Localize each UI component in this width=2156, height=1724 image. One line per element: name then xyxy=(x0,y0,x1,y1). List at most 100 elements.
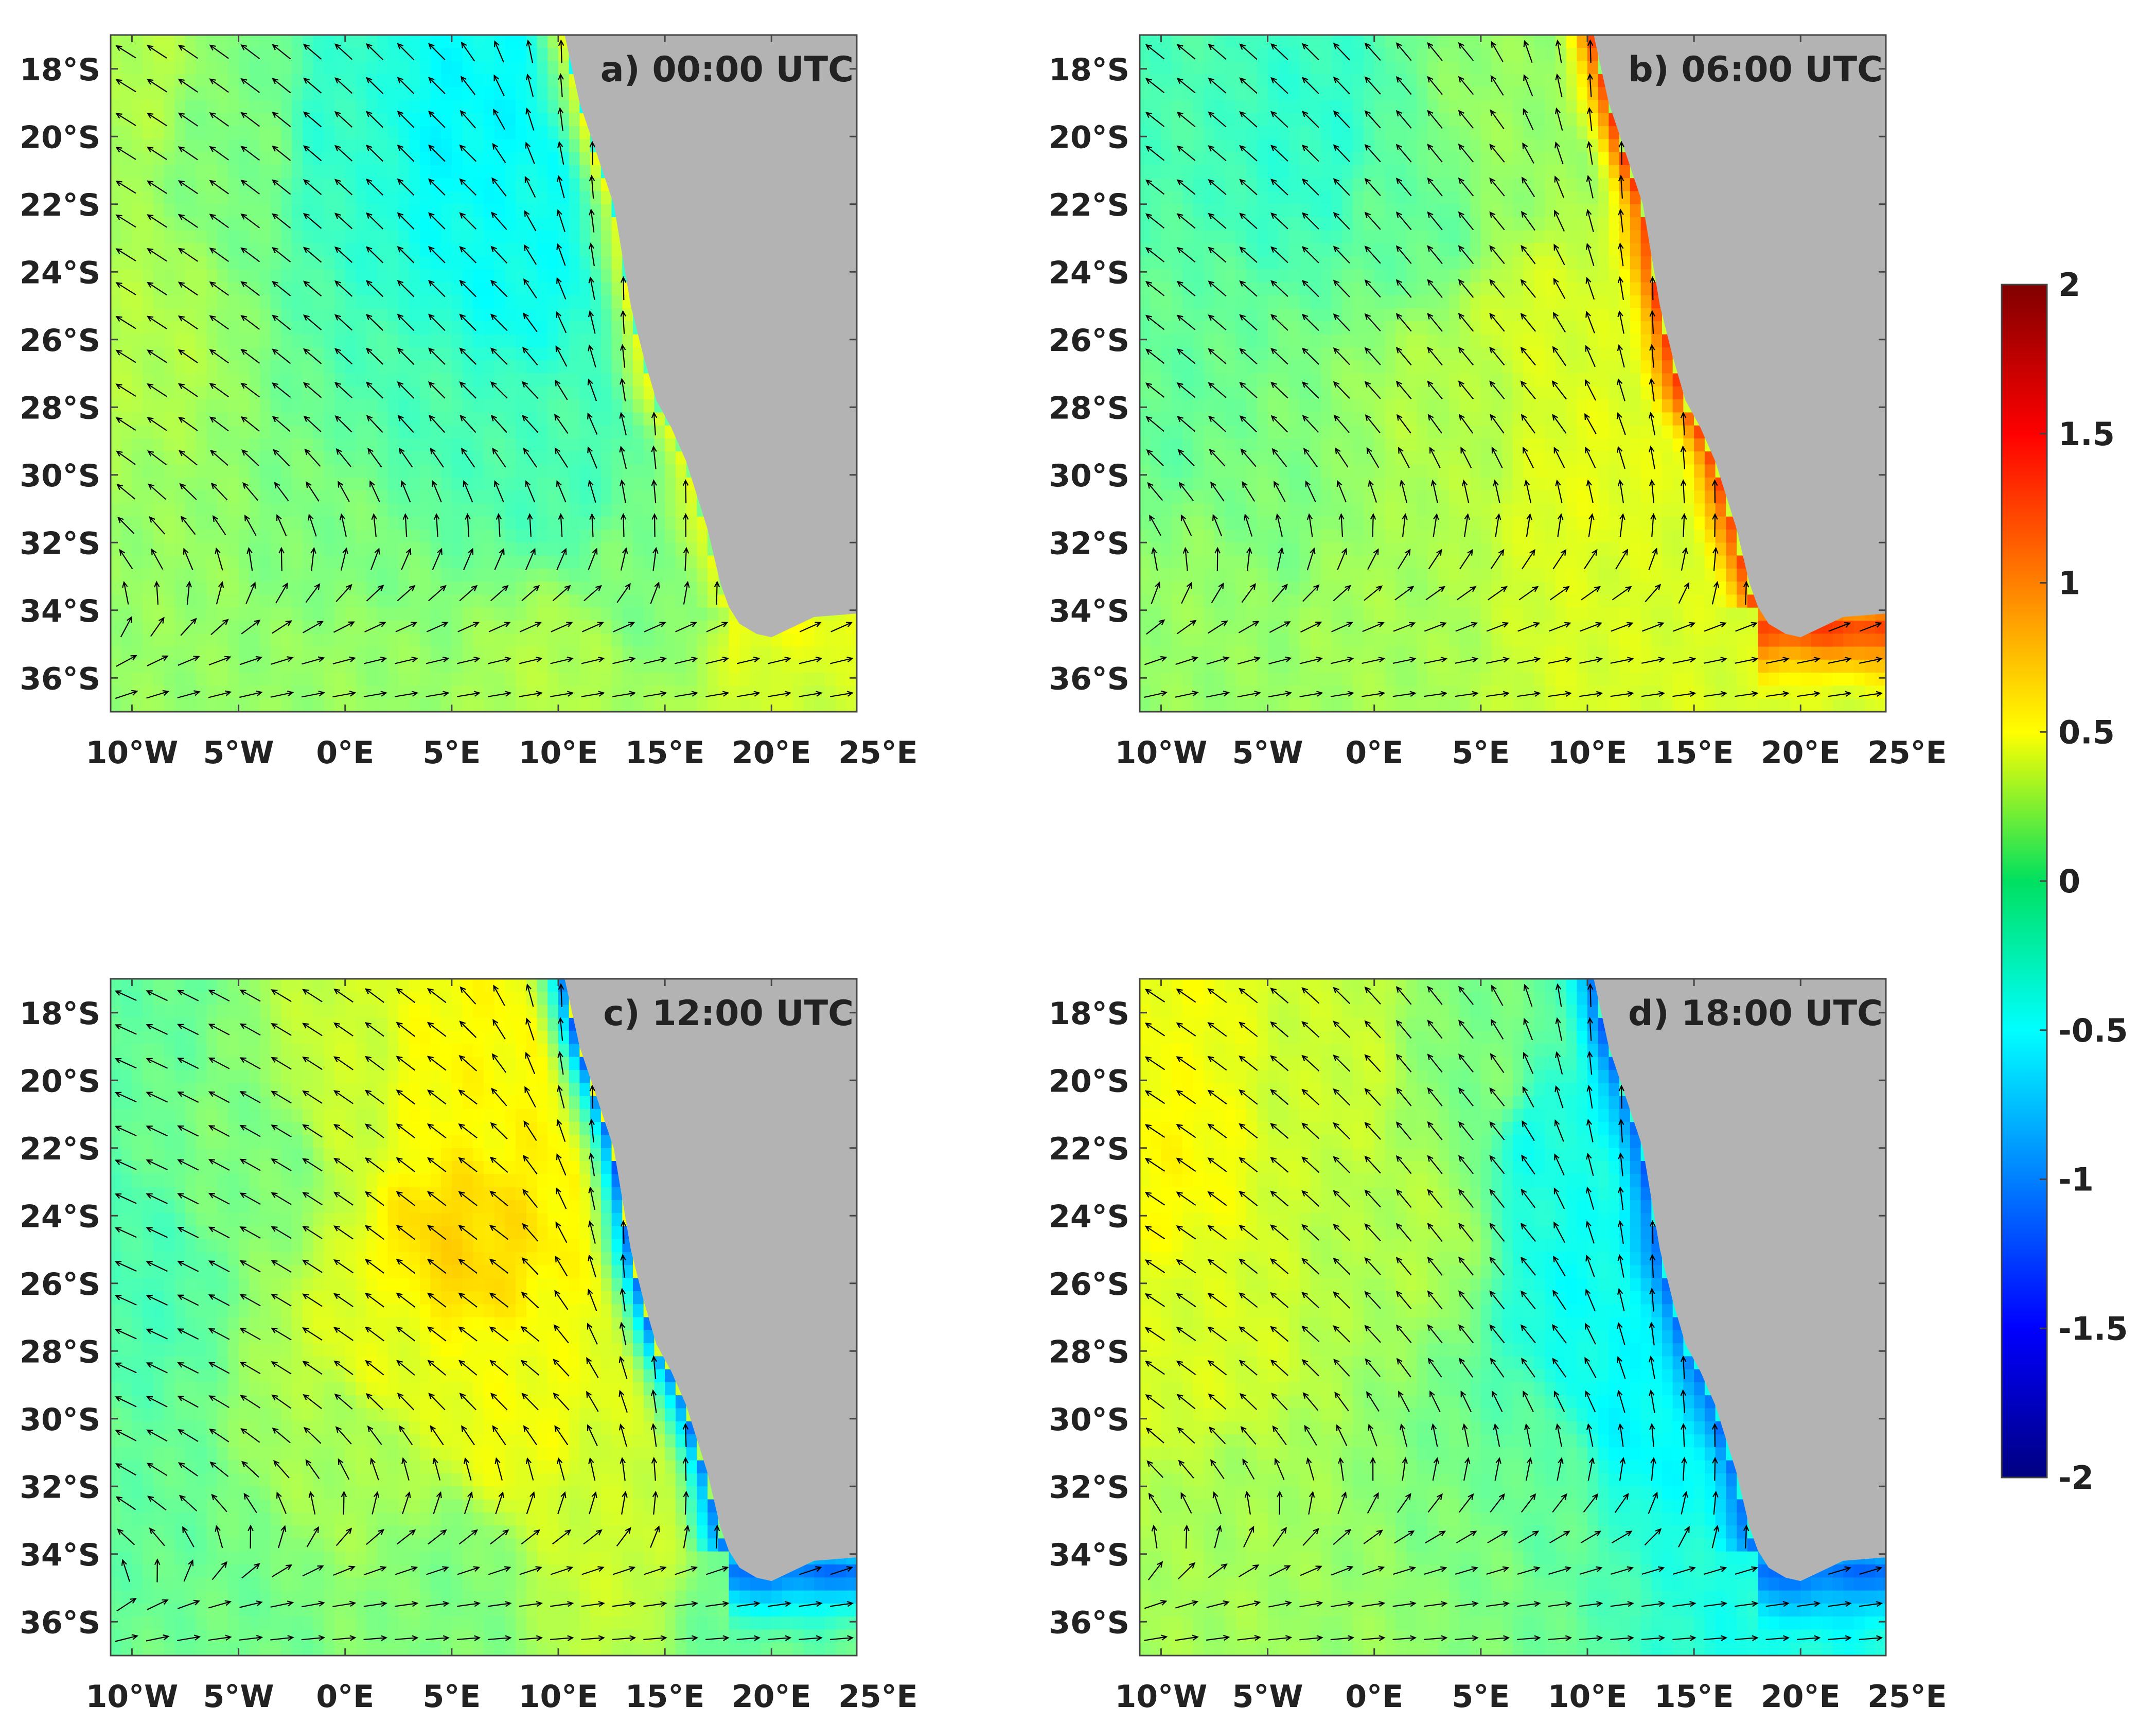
heat-cell xyxy=(1214,412,1226,426)
heat-cell xyxy=(206,530,218,543)
heat-cell xyxy=(1140,568,1151,582)
heat-cell xyxy=(1289,425,1300,439)
heat-cell xyxy=(324,594,335,608)
heat-cell xyxy=(451,399,463,413)
heat-cell xyxy=(1193,87,1205,101)
heat-cell xyxy=(1321,451,1332,465)
heat-cell xyxy=(164,594,175,608)
heat-cell xyxy=(270,582,282,595)
heat-cell xyxy=(441,126,452,140)
heat-cell xyxy=(356,74,367,87)
heat-cell xyxy=(227,165,239,179)
heat-cell xyxy=(398,386,410,400)
heat-cell xyxy=(249,308,260,322)
heat-cell xyxy=(345,659,357,673)
heat-cell xyxy=(579,217,591,231)
heat-cell xyxy=(1161,100,1172,114)
heat-cell xyxy=(558,516,570,530)
heat-cell xyxy=(643,438,655,452)
heat-cell xyxy=(409,139,420,153)
heat-cell xyxy=(313,373,325,387)
heat-cell xyxy=(1193,582,1205,595)
heat-cell xyxy=(1321,217,1332,231)
heat-cell xyxy=(419,347,431,361)
heat-cell xyxy=(1235,269,1247,283)
heat-cell xyxy=(1321,295,1332,309)
heat-cell xyxy=(281,360,292,374)
heat-cell xyxy=(313,243,325,257)
heat-cell xyxy=(675,646,687,660)
heat-cell xyxy=(516,399,527,413)
heat-cell xyxy=(1278,542,1289,556)
heat-cell xyxy=(377,451,388,465)
heat-cell xyxy=(665,634,676,647)
heat-cell xyxy=(484,542,495,556)
panel-a: 10°W 5°W 0°E 5°E 10°E 15°E 20°E 25°E18°S20°S22°… xyxy=(20,34,918,771)
heat-cell xyxy=(1310,217,1321,231)
heat-cell xyxy=(1225,113,1236,127)
heat-cell xyxy=(1310,256,1321,270)
heat-cell xyxy=(1182,594,1194,608)
heat-cell xyxy=(547,87,559,101)
heat-cell xyxy=(185,74,197,87)
heat-cell xyxy=(143,35,154,49)
heat-cell xyxy=(558,126,570,140)
heat-cell xyxy=(1321,634,1332,647)
heat-cell xyxy=(313,685,325,699)
heat-cell xyxy=(824,659,836,673)
heat-cell xyxy=(473,464,484,478)
heat-cell xyxy=(792,659,804,673)
heat-cell xyxy=(398,360,410,374)
heat-cell xyxy=(526,685,538,699)
heat-cell xyxy=(537,347,549,361)
heat-cell xyxy=(633,399,644,413)
heat-cell xyxy=(462,503,474,517)
heat-cell xyxy=(430,607,441,621)
heat-cell xyxy=(708,673,719,687)
heat-cell xyxy=(1331,48,1343,62)
heat-cell xyxy=(1150,204,1162,218)
heat-cell xyxy=(1150,646,1162,660)
heat-cell xyxy=(430,230,441,244)
heat-cell xyxy=(345,282,357,296)
heat-cell xyxy=(600,204,612,218)
heat-cell xyxy=(1140,673,1151,687)
heat-cell xyxy=(324,490,335,504)
heat-cell xyxy=(324,243,335,257)
heat-cell xyxy=(526,438,538,452)
heat-cell xyxy=(153,360,165,374)
heat-cell xyxy=(1182,425,1194,439)
heat-cell xyxy=(547,139,559,153)
heat-cell xyxy=(281,451,292,465)
heat-cell xyxy=(1140,594,1151,608)
heat-cell xyxy=(1246,438,1258,452)
heat-cell xyxy=(675,490,687,504)
heat-cell xyxy=(153,334,165,348)
heat-cell xyxy=(1150,568,1162,582)
heat-cell xyxy=(398,152,410,166)
heat-cell xyxy=(1225,634,1236,647)
heat-cell xyxy=(153,490,165,504)
heat-cell xyxy=(1257,204,1268,218)
heat-cell xyxy=(665,594,676,608)
heat-cell xyxy=(441,451,452,465)
heat-cell xyxy=(1289,555,1300,569)
heat-cell xyxy=(579,568,591,582)
heat-cell xyxy=(590,659,602,673)
heat-cell xyxy=(611,555,623,569)
heat-cell xyxy=(419,113,431,127)
heat-cell xyxy=(484,282,495,296)
heat-cell xyxy=(526,698,538,712)
heat-cell xyxy=(1204,464,1215,478)
heat-cell xyxy=(185,477,197,491)
heat-cell xyxy=(484,269,495,283)
heat-cell xyxy=(1246,321,1258,335)
heat-cell xyxy=(206,425,218,439)
heat-cell xyxy=(377,555,388,569)
heat-cell xyxy=(675,673,687,687)
x-tick-label: 25°E xyxy=(838,735,917,771)
heat-cell xyxy=(334,295,346,309)
heat-cell xyxy=(590,165,602,179)
heat-cell xyxy=(441,490,452,504)
heat-cell xyxy=(558,607,570,621)
